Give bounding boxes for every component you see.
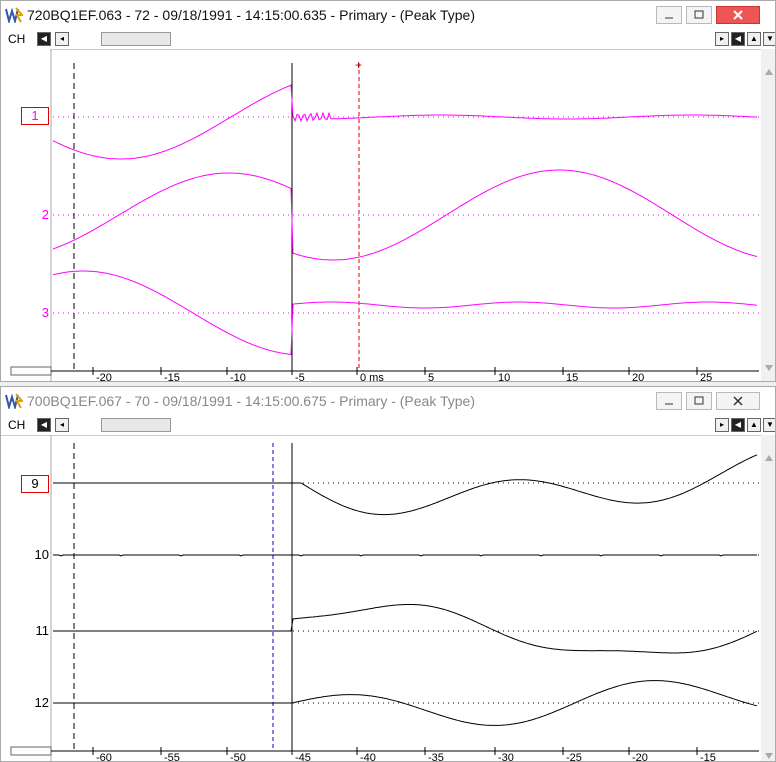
- axis-tick-label: 20: [632, 372, 644, 382]
- minimize-button[interactable]: [656, 6, 682, 24]
- vscroll-up-icon: [765, 69, 773, 75]
- axis-tick-label: -50: [230, 752, 246, 762]
- axis-tick-label: -55: [164, 752, 180, 762]
- scroll-up-button[interactable]: ▲: [747, 32, 761, 46]
- next-page-button[interactable]: ▸: [715, 32, 729, 46]
- axis-tick-label: -30: [498, 752, 514, 762]
- last-channel-button[interactable]: ◀: [731, 32, 745, 46]
- scroll-thumb[interactable]: [101, 418, 171, 432]
- trace-channel-12: [53, 680, 758, 726]
- vscroll-up-icon: [765, 455, 773, 461]
- axis-tick-label: -10: [230, 372, 246, 382]
- axis-tick-label: -45: [295, 752, 311, 762]
- channel-label-12[interactable]: 12: [34, 695, 49, 710]
- app-icon: [5, 7, 23, 23]
- axis-tick-label: -40: [360, 752, 376, 762]
- title-bar[interactable]: 720BQ1EF.063 - 72 - 09/18/1991 - 14:15:0…: [1, 1, 775, 29]
- prev-channel-button[interactable]: ◂: [55, 32, 69, 46]
- axis-tick-label: -35: [428, 752, 444, 762]
- axis-tick-label: -15: [164, 372, 180, 382]
- plot-area[interactable]: + -20 -15 -10 -5 0 ms 5 10 15 20 25 1 2 3: [1, 49, 776, 382]
- scroll-down-button[interactable]: ▼: [763, 418, 775, 432]
- ch-label: CH: [8, 418, 26, 432]
- channel-label-9[interactable]: 9: [21, 475, 49, 493]
- trace-channel-9: [53, 454, 758, 516]
- minimize-button[interactable]: [656, 392, 682, 410]
- waveform-window-2[interactable]: 700BQ1EF.067 - 70 - 09/18/1991 - 14:15:0…: [0, 386, 776, 762]
- axis-tick-label: -60: [96, 752, 112, 762]
- axis-tick-label: -25: [566, 752, 582, 762]
- plot-area[interactable]: -60 -55 -50 -45 -40 -35 -30 -25 -20 -15 9 10 11 1…: [1, 435, 776, 762]
- channel-label-11[interactable]: 11: [35, 623, 50, 638]
- trace-channel-3: [52, 270, 758, 355]
- trace-channel-11: [53, 604, 758, 654]
- channel-label-1[interactable]: 1: [21, 107, 49, 125]
- first-channel-button[interactable]: ◀: [37, 418, 51, 432]
- waveform-plot[interactable]: + -20 -15 -10 -5 0 ms 5 10 15 20 25: [1, 49, 776, 382]
- trace-channel-1: [52, 84, 758, 160]
- prev-channel-button[interactable]: ◂: [55, 418, 69, 432]
- axis-tick-label: 10: [498, 372, 510, 382]
- axis-tick-label: -5: [295, 372, 305, 382]
- close-button[interactable]: [716, 392, 760, 410]
- channel-label-3[interactable]: 3: [41, 305, 49, 320]
- axis-tick-label: -20: [632, 752, 648, 762]
- waveform-window-1[interactable]: 720BQ1EF.063 - 72 - 09/18/1991 - 14:15:0…: [0, 0, 776, 382]
- vscroll-down-icon: [765, 365, 773, 371]
- app-icon: [5, 393, 23, 409]
- title-bar[interactable]: 700BQ1EF.067 - 70 - 09/18/1991 - 14:15:0…: [1, 387, 775, 415]
- channel-scrollbar[interactable]: CH ◀ ◂ ▸ ◀ ▲ ▼: [1, 29, 775, 50]
- axis-tick-label: 5: [428, 372, 434, 382]
- cursor-marker-icon: +: [355, 58, 362, 72]
- close-button[interactable]: [716, 6, 760, 24]
- next-page-button[interactable]: ▸: [715, 418, 729, 432]
- scroll-up-button[interactable]: ▲: [747, 418, 761, 432]
- last-channel-button[interactable]: ◀: [731, 418, 745, 432]
- trace-channel-2: [52, 169, 758, 261]
- first-channel-button[interactable]: ◀: [37, 32, 51, 46]
- channel-scrollbar[interactable]: CH ◀ ◂ ▸ ◀ ▲ ▼: [1, 415, 775, 436]
- axis-tick-label: -20: [96, 372, 112, 382]
- window-title: 700BQ1EF.067 - 70 - 09/18/1991 - 14:15:0…: [27, 393, 475, 409]
- channel-label-10[interactable]: 10: [34, 547, 49, 562]
- axis-tick-label: 0 ms: [360, 372, 384, 382]
- maximize-button[interactable]: [686, 6, 712, 24]
- maximize-button[interactable]: [686, 392, 712, 410]
- axis-tick-label: -15: [700, 752, 716, 762]
- trace-channel-10: [53, 554, 757, 557]
- channel-label-2[interactable]: 2: [41, 207, 49, 222]
- window-title: 720BQ1EF.063 - 72 - 09/18/1991 - 14:15:0…: [27, 7, 475, 23]
- scroll-thumb[interactable]: [101, 32, 171, 46]
- scroll-down-button[interactable]: ▼: [763, 32, 775, 46]
- vscroll-down-icon: [765, 753, 773, 759]
- axis-tick-label: 25: [700, 372, 712, 382]
- waveform-plot[interactable]: -60 -55 -50 -45 -40 -35 -30 -25 -20 -15: [1, 435, 776, 762]
- axis-tick-label: 15: [566, 372, 578, 382]
- ch-label: CH: [8, 32, 26, 46]
